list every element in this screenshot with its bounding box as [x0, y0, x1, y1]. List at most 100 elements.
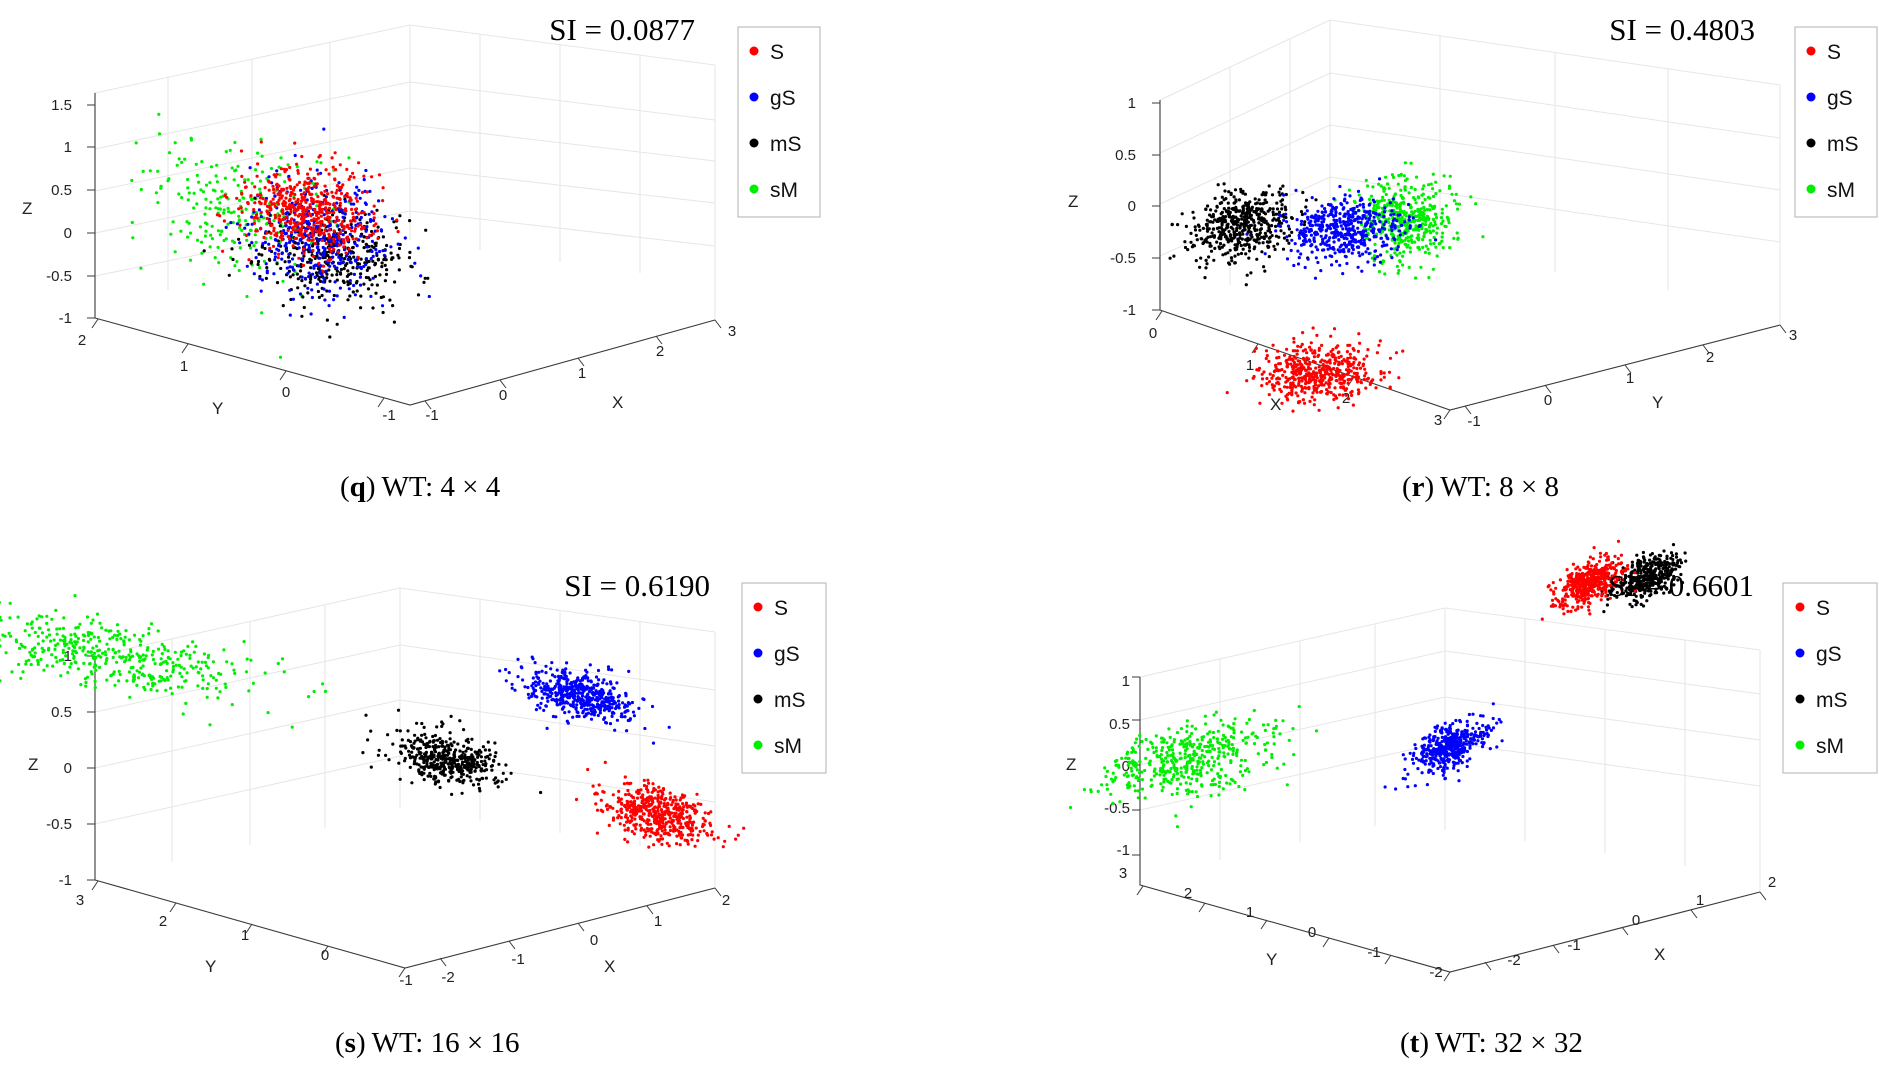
point-s	[324, 241, 328, 245]
point-sm	[79, 683, 83, 687]
point-s	[1313, 381, 1317, 385]
point-sm	[237, 214, 241, 218]
point-gs	[555, 668, 559, 672]
point-sm	[39, 657, 43, 662]
point-gs	[1351, 247, 1355, 252]
point-ms	[1262, 236, 1266, 241]
point-s	[1258, 401, 1262, 405]
point-gs	[349, 251, 353, 255]
panel-s-z-label: Z	[28, 755, 38, 774]
point-s	[1265, 376, 1269, 381]
point-gs	[537, 670, 541, 674]
point-s	[1371, 378, 1375, 382]
point-s	[306, 238, 310, 242]
point-ms	[448, 737, 452, 741]
point-sm	[217, 671, 221, 676]
point-sm	[1394, 204, 1398, 208]
point-sm	[1456, 237, 1460, 241]
point-sm	[168, 657, 172, 661]
point-gs	[534, 684, 538, 688]
point-gs	[519, 665, 523, 669]
point-s	[265, 204, 270, 208]
point-ms	[415, 721, 419, 725]
point-gs	[298, 292, 303, 296]
point-gs	[371, 276, 375, 280]
point-ms	[369, 729, 373, 733]
point-sm	[94, 668, 98, 672]
point-gs	[335, 294, 339, 298]
point-gs	[1307, 221, 1311, 225]
point-ms	[479, 755, 483, 759]
point-ms	[476, 782, 481, 786]
point-sm	[232, 668, 236, 672]
panel-q-caption-letter: q	[350, 471, 366, 503]
point-ms	[378, 273, 382, 277]
point-gs	[561, 693, 565, 697]
point-gs	[1306, 257, 1310, 261]
point-sm	[138, 659, 142, 663]
point-sm	[293, 262, 297, 266]
point-sm	[264, 222, 269, 226]
point-sm	[277, 165, 281, 169]
point-sm	[186, 644, 190, 649]
point-sm	[1408, 250, 1412, 254]
point-gs	[1364, 216, 1368, 220]
point-sm	[278, 173, 282, 177]
point-gs	[335, 241, 339, 245]
point-ms	[1271, 213, 1276, 217]
point-ms	[1239, 251, 1244, 256]
point-gs	[1301, 239, 1306, 243]
panel-q-z-ticks: 1.5 1 0.5 0 -0.5 -1	[46, 97, 72, 327]
point-s	[1278, 387, 1282, 391]
point-s	[374, 222, 378, 226]
point-s	[283, 170, 287, 174]
point-sm	[1428, 229, 1432, 233]
point-gs	[1403, 231, 1407, 235]
point-sm	[1383, 203, 1387, 208]
point-sm	[109, 629, 113, 633]
point-s	[338, 197, 342, 201]
point-ms	[398, 729, 402, 733]
point-ms	[1281, 247, 1286, 251]
point-ms	[439, 761, 443, 765]
point-gs	[1384, 220, 1388, 224]
point-s	[273, 213, 277, 217]
point-s	[291, 228, 295, 232]
point-ms	[339, 272, 343, 276]
point-ms	[349, 257, 353, 261]
point-s	[1305, 356, 1309, 360]
point-s	[343, 194, 347, 199]
point-sm	[1402, 174, 1406, 178]
point-ms	[293, 241, 297, 245]
point-s	[318, 227, 322, 232]
point-s	[278, 214, 282, 218]
point-gs	[1361, 205, 1366, 209]
point-s	[290, 191, 294, 195]
point-sm	[226, 222, 230, 226]
point-sm	[184, 679, 188, 683]
point-ms	[343, 230, 348, 234]
point-gs	[1378, 220, 1382, 224]
point-sm	[25, 622, 29, 626]
point-sm	[220, 189, 224, 193]
point-s	[1327, 382, 1331, 387]
point-sm	[1440, 239, 1444, 243]
point-s	[292, 209, 296, 213]
point-s	[283, 204, 287, 208]
point-ms	[431, 745, 435, 749]
point-gs	[343, 199, 347, 203]
panel-r-x-tick: 1	[1246, 357, 1254, 374]
point-sm	[315, 160, 319, 164]
point-gs	[299, 257, 304, 261]
point-gs	[565, 682, 569, 686]
point-gs	[582, 701, 586, 705]
point-sm	[129, 666, 133, 670]
point-gs	[1390, 256, 1394, 260]
point-ms	[413, 739, 417, 743]
point-ms	[1279, 229, 1283, 233]
point-s	[266, 179, 271, 183]
point-ms	[444, 740, 448, 744]
point-sm	[82, 638, 86, 643]
point-gs	[1378, 260, 1382, 264]
point-s	[289, 209, 293, 214]
